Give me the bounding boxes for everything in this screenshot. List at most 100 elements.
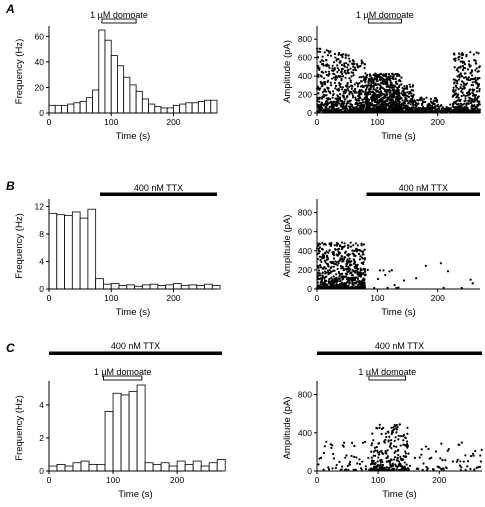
data-point [378, 269, 382, 272]
data-point [459, 60, 462, 63]
data-point [362, 75, 365, 78]
histogram-bar [79, 217, 89, 290]
data-point [328, 248, 331, 252]
data-point [341, 56, 344, 59]
data-point [456, 79, 459, 83]
data-point [317, 265, 320, 268]
data-point [457, 88, 460, 91]
data-point [394, 450, 397, 453]
data-point [356, 83, 360, 86]
data-point [418, 456, 421, 459]
data-point [470, 74, 474, 77]
x-tick-label: 200 [166, 293, 180, 303]
data-point [374, 92, 377, 95]
data-point [364, 81, 367, 84]
data-point [428, 457, 431, 460]
data-point [469, 278, 472, 281]
ttx-bar [366, 192, 480, 196]
data-point [360, 268, 364, 271]
data-point [372, 81, 375, 84]
y-tick-label: 800 [298, 208, 312, 218]
histogram-bar [96, 463, 106, 472]
data-point [379, 72, 383, 75]
data-point [342, 277, 345, 280]
data-point [328, 72, 331, 75]
data-point [474, 61, 478, 65]
data-point [407, 452, 410, 455]
data-point [435, 99, 439, 102]
data-point [471, 81, 474, 84]
data-point [385, 89, 388, 92]
data-point [387, 103, 390, 106]
x-axis-label: Time (s) [381, 131, 415, 142]
data-point [376, 98, 379, 101]
data-point [412, 89, 415, 92]
panel-label-c: C [6, 341, 15, 355]
histogram-bar [104, 39, 112, 114]
data-point [336, 267, 339, 270]
data-point [363, 268, 367, 271]
data-point [397, 448, 400, 452]
data-point [356, 104, 359, 107]
data-point [474, 76, 477, 79]
data-point [323, 255, 326, 259]
data-point [411, 108, 414, 111]
data-point [317, 104, 320, 107]
data-point [453, 53, 456, 56]
data-point [364, 72, 367, 75]
data-point [351, 94, 354, 97]
data-point [384, 273, 387, 277]
data-point [468, 99, 471, 102]
data-point [420, 96, 423, 100]
data-point [340, 468, 343, 471]
data-point [453, 90, 456, 93]
data-point [360, 75, 363, 79]
data-point [333, 73, 336, 76]
histogram-bar [141, 284, 151, 290]
data-point [410, 92, 413, 95]
data-point [360, 101, 363, 105]
histogram-bar [126, 284, 135, 290]
data-point [420, 98, 423, 101]
data-point [338, 96, 342, 99]
data-point [465, 82, 469, 85]
data-point [411, 84, 415, 87]
histogram-bar [98, 29, 106, 114]
data-point [336, 279, 339, 282]
data-point [395, 428, 399, 431]
data-point [408, 464, 412, 467]
histogram-bar [149, 283, 159, 290]
data-point [390, 447, 393, 450]
data-point [392, 445, 396, 448]
data-point [477, 84, 480, 88]
data-point [356, 244, 359, 247]
data-point [333, 67, 337, 70]
data-point [463, 86, 466, 89]
data-point [372, 439, 375, 442]
data-point [390, 100, 393, 103]
data-point [397, 438, 400, 441]
data-point [362, 243, 366, 246]
data-point [348, 85, 351, 88]
data-point [379, 463, 382, 466]
data-point [477, 466, 480, 469]
data-point [332, 254, 336, 257]
data-point [395, 101, 399, 104]
data-point [475, 51, 478, 54]
data-point [437, 107, 441, 110]
data-point [341, 265, 344, 268]
data-point [469, 64, 472, 67]
data-point [336, 64, 339, 67]
data-point [472, 92, 475, 95]
data-point [332, 76, 336, 79]
data-point [325, 64, 328, 68]
panel-b-bar [46, 192, 221, 292]
data-point [322, 281, 325, 284]
data-point [317, 92, 320, 95]
data-point [326, 102, 330, 105]
data-point [382, 269, 385, 272]
data-point [389, 79, 392, 82]
data-point [338, 52, 341, 55]
data-point [342, 96, 345, 99]
data-point [398, 91, 401, 94]
